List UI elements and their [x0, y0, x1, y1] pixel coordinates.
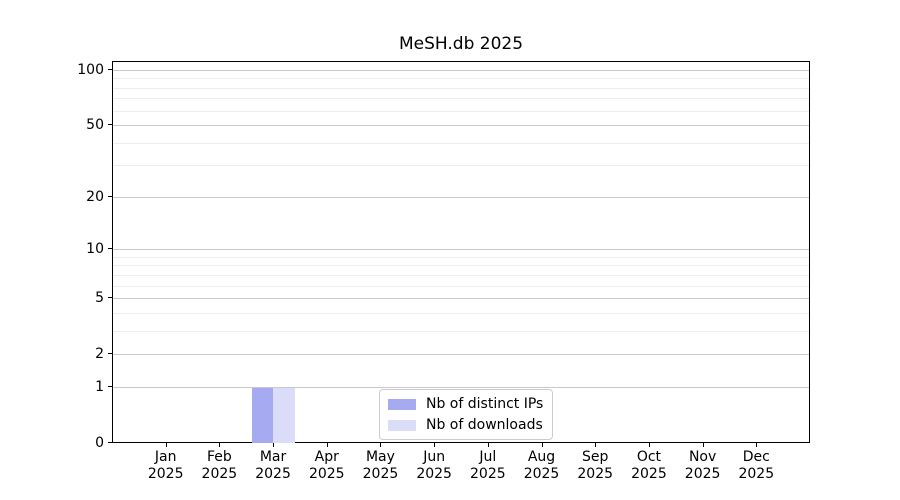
x-tick-label: May 2025	[362, 449, 399, 482]
minor-gridline	[113, 110, 809, 112]
x-tick-mark	[219, 443, 221, 447]
y-tick-label: 2	[95, 346, 104, 363]
minor-gridline	[113, 330, 809, 332]
minor-gridline	[113, 256, 809, 258]
y-tick-label: 1	[95, 378, 104, 395]
y-tick-mark	[108, 195, 112, 197]
chart-title: MeSH.db 2025	[398, 34, 524, 54]
y-tick-label: 100	[77, 62, 104, 78]
y-tick-mark	[108, 248, 112, 250]
x-tick-label: Sep 2025	[577, 449, 614, 482]
y-tick-label: 50	[86, 117, 104, 134]
y-tick-mark	[108, 442, 112, 443]
y-tick-label: 5	[95, 290, 104, 307]
x-tick-label: Aug 2025	[523, 449, 560, 482]
x-tick-label: Dec 2025	[738, 449, 775, 482]
bar-nb-of-downloads-mar	[273, 387, 295, 443]
x-tick-label: Feb 2025	[201, 449, 238, 482]
y-tick-label: 0	[95, 435, 104, 451]
x-tick-mark	[595, 443, 597, 447]
x-tick-mark	[326, 443, 328, 447]
major-gridline	[113, 298, 809, 300]
x-tick-label: Mar 2025	[255, 449, 291, 482]
x-tick-mark	[273, 443, 275, 447]
minor-gridline	[113, 312, 809, 314]
x-tick-mark	[380, 443, 382, 447]
y-tick-mark	[108, 69, 112, 70]
y-tick-mark	[108, 297, 112, 299]
x-tick-label: Jul 2025	[470, 449, 506, 482]
bar-nb-of-distinct-ips-mar	[251, 387, 274, 443]
y-tick-mark	[108, 124, 112, 126]
minor-gridline	[113, 98, 809, 100]
x-tick-mark	[702, 443, 704, 447]
legend: Nb of distinct IPs Nb of downloads	[379, 389, 554, 440]
x-tick-mark	[487, 443, 489, 447]
major-gridline	[113, 70, 809, 71]
x-tick-label: Apr 2025	[308, 449, 345, 482]
legend-entry-distinct-ips: Nb of distinct IPs	[388, 396, 543, 412]
minor-gridline	[113, 165, 809, 167]
y-tick-label: 10	[86, 241, 104, 258]
y-tick-mark	[108, 353, 112, 355]
x-tick-label: Jun 2025	[416, 449, 452, 482]
legend-entry-downloads: Nb of downloads	[388, 417, 543, 433]
x-tick-mark	[648, 443, 650, 447]
major-gridline	[113, 386, 809, 388]
legend-swatch-downloads	[388, 419, 416, 431]
x-tick-mark	[434, 443, 436, 447]
minor-gridline	[113, 142, 809, 144]
major-gridline	[113, 125, 809, 127]
x-tick-mark	[165, 443, 167, 447]
minor-gridline	[113, 87, 809, 89]
major-gridline	[113, 196, 809, 198]
minor-gridline	[113, 274, 809, 276]
legend-label-distinct-ips: Nb of distinct IPs	[426, 396, 544, 412]
y-tick-mark	[108, 385, 112, 387]
minor-gridline	[113, 265, 809, 267]
minor-gridline	[113, 78, 809, 80]
major-gridline	[113, 249, 809, 251]
legend-swatch-distinct-ips	[388, 398, 416, 410]
x-tick-label: Jan 2025	[147, 449, 184, 482]
minor-gridline	[113, 285, 809, 287]
legend-label-downloads: Nb of downloads	[426, 417, 543, 433]
x-tick-label: Oct 2025	[631, 449, 667, 482]
y-tick-label: 20	[86, 188, 104, 205]
plot-area	[112, 61, 810, 443]
x-tick-mark	[541, 443, 543, 447]
x-tick-label: Nov 2025	[684, 449, 721, 482]
major-gridline	[113, 354, 809, 356]
x-tick-mark	[756, 443, 758, 447]
